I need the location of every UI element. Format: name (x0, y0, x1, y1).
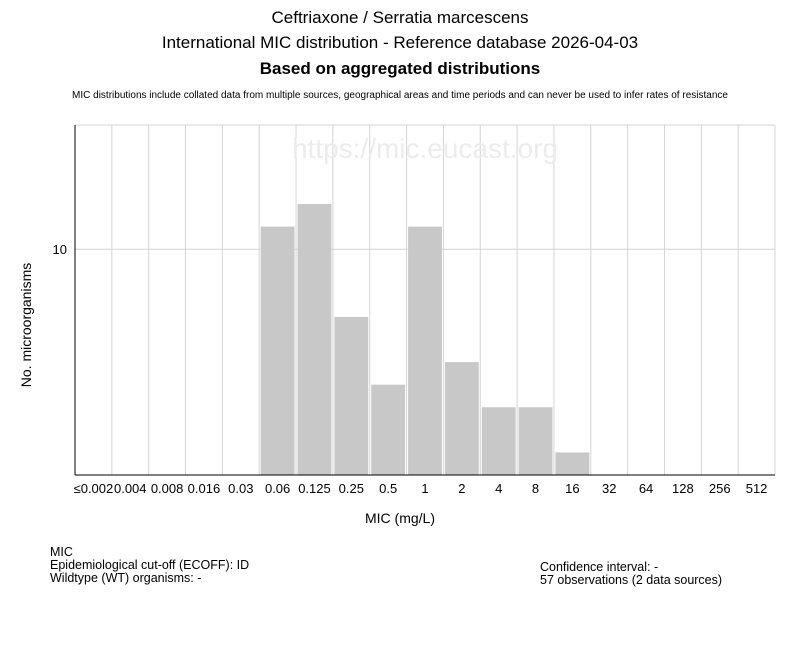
chart-subtitle: International MIC distribution - Referen… (161, 33, 639, 52)
y-axis-label: No. microorganisms (18, 263, 34, 387)
x-tick-label: 0.25 (339, 481, 364, 496)
axis-layer: 10 ≤0.002 0.004 0.008 0.016 0.03 0.06 0.125 0.25… (53, 125, 775, 496)
confidence-text: Confidence interval: - (540, 560, 659, 574)
disclaimer-note: MIC distributions include collated data … (72, 90, 728, 101)
mic-label: MIC (50, 545, 73, 559)
chart-subtitle-bold: Based on aggregated distributions (259, 59, 541, 78)
observations-text: 57 observations (2 data sources) (540, 573, 723, 587)
watermark-text: https://mic.eucast.org (292, 133, 558, 164)
bar-4 (481, 407, 516, 475)
x-tick-label: 0.06 (265, 481, 290, 496)
chart-title: Ceftriaxone / Serratia marcescens (271, 8, 529, 27)
x-tick-label: 2 (458, 481, 465, 496)
y-tick-label: 10 (53, 242, 67, 257)
x-tick-label: 4 (495, 481, 502, 496)
x-tick-label: 64 (639, 481, 653, 496)
x-tick-label: 512 (746, 481, 768, 496)
x-tick-label: 0.008 (151, 481, 184, 496)
x-tick-label: 0.004 (114, 481, 147, 496)
x-tick-label: 1 (421, 481, 428, 496)
bars-layer (260, 204, 590, 475)
x-tick-label: 0.5 (379, 481, 397, 496)
bar-0.06 (260, 226, 295, 475)
grid-layer (75, 124, 776, 475)
mic-bar-chart: https://mic.eucast.org 10 ≤0.002 0.004 0.00… (18, 124, 776, 526)
bar-2 (444, 362, 479, 475)
bar-8 (518, 407, 553, 475)
wildtype-text: Wildtype (WT) organisms: - (50, 571, 202, 585)
x-tick-label: 256 (709, 481, 731, 496)
x-tick-label: ≤0.002 (74, 481, 114, 496)
x-tick-label: 128 (672, 481, 694, 496)
x-tick-label: 32 (602, 481, 616, 496)
x-axis-label: MIC (mg/L) (365, 510, 435, 526)
x-tick-label: 0.03 (228, 481, 253, 496)
x-tick-label: 0.125 (298, 481, 331, 496)
info-left: MIC Epidemiological cut-off (ECOFF): ID … (50, 546, 249, 585)
x-tick-label: 16 (565, 481, 579, 496)
info-right: Confidence interval: - 57 observations (… (540, 561, 722, 587)
x-tick-label: 8 (532, 481, 539, 496)
bar-0.125 (297, 204, 332, 475)
ecoff-text: Epidemiological cut-off (ECOFF): ID (50, 558, 250, 572)
bar-16 (555, 452, 590, 475)
bar-1 (408, 226, 442, 475)
x-tick-label: 0.016 (188, 481, 221, 496)
bar-0.25 (334, 316, 369, 475)
bar-0.5 (371, 384, 406, 475)
